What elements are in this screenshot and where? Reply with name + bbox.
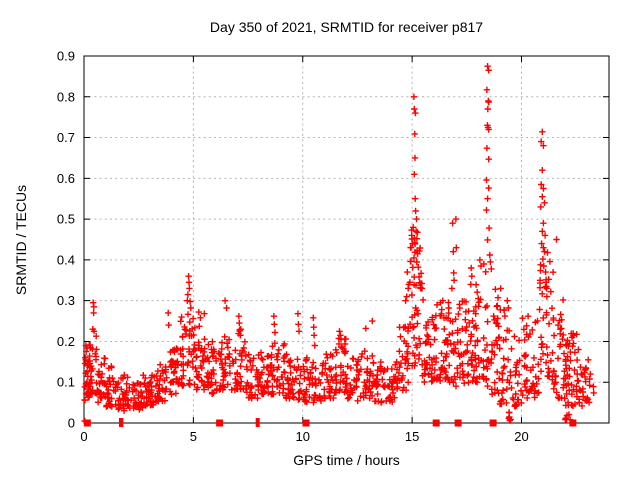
x-tick-label: 0 bbox=[80, 429, 87, 444]
y-tick-label: 0.6 bbox=[57, 171, 75, 186]
x-tick-label: 15 bbox=[405, 429, 419, 444]
plot-frame bbox=[83, 55, 610, 424]
y-tick-label: 0.3 bbox=[57, 293, 75, 308]
x-tick-label: 5 bbox=[190, 429, 197, 444]
scatter-points bbox=[81, 63, 597, 425]
y-tick-label: 0.7 bbox=[57, 130, 75, 145]
chart-title: Day 350 of 2021, SRMTID for receiver p81… bbox=[209, 19, 484, 35]
y-tick-label: 0.9 bbox=[57, 49, 75, 64]
y-tick-label: 0.1 bbox=[57, 375, 75, 390]
x-axis-label: GPS time / hours bbox=[293, 452, 400, 468]
x-tick-label: 20 bbox=[514, 429, 528, 444]
y-tick-label: 0.2 bbox=[57, 334, 75, 349]
x-tick-label: 10 bbox=[296, 429, 310, 444]
y-tick-label: 0.4 bbox=[57, 252, 75, 267]
y-tick-label: 0.5 bbox=[57, 212, 75, 227]
y-tick-label: 0 bbox=[68, 416, 75, 431]
y-tick-label: 0.8 bbox=[57, 89, 75, 104]
